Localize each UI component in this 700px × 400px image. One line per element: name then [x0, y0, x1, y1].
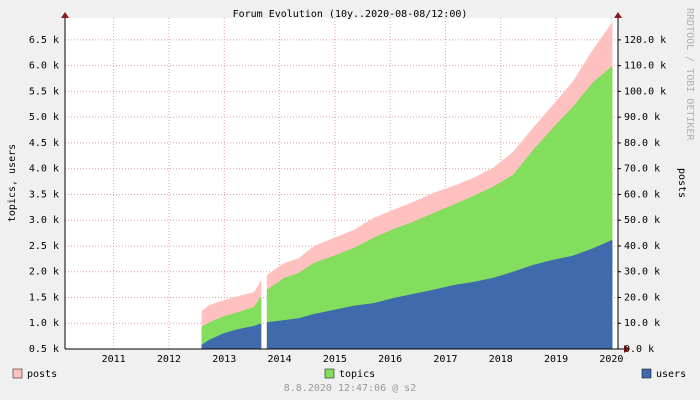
y2-axis-label: posts — [676, 168, 687, 198]
legend-swatch — [641, 368, 652, 379]
area — [201, 239, 613, 349]
watermark: RRDTOOL / TOBI OETIKER — [684, 8, 695, 141]
legend-swatch — [12, 368, 23, 379]
legend-swatch — [324, 368, 335, 379]
x-tick-label: 2011 — [102, 354, 126, 365]
y2-tick-label: 60.0 k — [624, 189, 660, 200]
legend-label: users — [656, 369, 686, 380]
x-tick-label: 2015 — [323, 354, 347, 365]
areas — [201, 21, 613, 350]
y2-tick-label: 10.0 k — [624, 318, 660, 329]
y2-tick-label: 40.0 k — [624, 241, 660, 252]
y2-tick-label: 0.0 k — [624, 344, 654, 355]
y-tick-label: 0.5 k — [29, 344, 59, 355]
y-tick-label: 2.5 k — [29, 241, 59, 252]
y-tick-label: 5.5 k — [29, 86, 59, 97]
legend-label: posts — [27, 369, 57, 380]
footer: 8.8.2020 12:47:06 @ s2 — [284, 383, 416, 394]
arrow — [624, 345, 630, 353]
y2-tick-label: 100.0 k — [624, 86, 666, 97]
labels: 2011 2012 2013 2014 2015 2016 2017 2018 2019 2020… — [12, 35, 686, 380]
chart-title: Forum Evolution (10y..2020-08-08/12:00) — [233, 9, 468, 20]
legend-label: topics — [339, 369, 375, 380]
y-tick-label: 4.0 k — [29, 164, 59, 175]
x-tick-label: 2020 — [599, 354, 623, 365]
y2-tick-label: 30.0 k — [624, 267, 660, 278]
y-tick-label: 1.0 k — [29, 318, 59, 329]
x-tick-label: 2019 — [544, 354, 568, 365]
x-tick-label: 2016 — [378, 354, 402, 365]
y2-tick-label: 110.0 k — [624, 61, 666, 72]
x-tick-label: 2013 — [212, 354, 236, 365]
y-tick-label: 6.5 k — [29, 35, 59, 46]
y-tick-label: 6.0 k — [29, 61, 59, 72]
x-tick-label: 2018 — [489, 354, 513, 365]
y-axis-label: topics, users — [7, 144, 18, 222]
y2-tick-label: 80.0 k — [624, 138, 660, 149]
y2-tick-label: 120.0 k — [624, 35, 666, 46]
y-tick-label: 1.5 k — [29, 292, 59, 303]
arrow — [61, 12, 69, 18]
y2-tick-label: 90.0 k — [624, 112, 660, 123]
arrow — [614, 12, 622, 18]
y2-tick-label: 20.0 k — [624, 292, 660, 303]
y-tick-label: 5.0 k — [29, 112, 59, 123]
y2-tick-label: 70.0 k — [624, 164, 660, 175]
y-tick-label: 4.5 k — [29, 138, 59, 149]
y-tick-label: 2.0 k — [29, 267, 59, 278]
y-tick-label: 3.0 k — [29, 215, 59, 226]
axes — [61, 12, 630, 353]
y-tick-label: 3.5 k — [29, 189, 59, 200]
y2-tick-label: 50.0 k — [624, 215, 660, 226]
x-tick-label: 2012 — [157, 354, 181, 365]
x-tick-label: 2017 — [433, 354, 457, 365]
x-tick-label: 2014 — [268, 354, 292, 365]
